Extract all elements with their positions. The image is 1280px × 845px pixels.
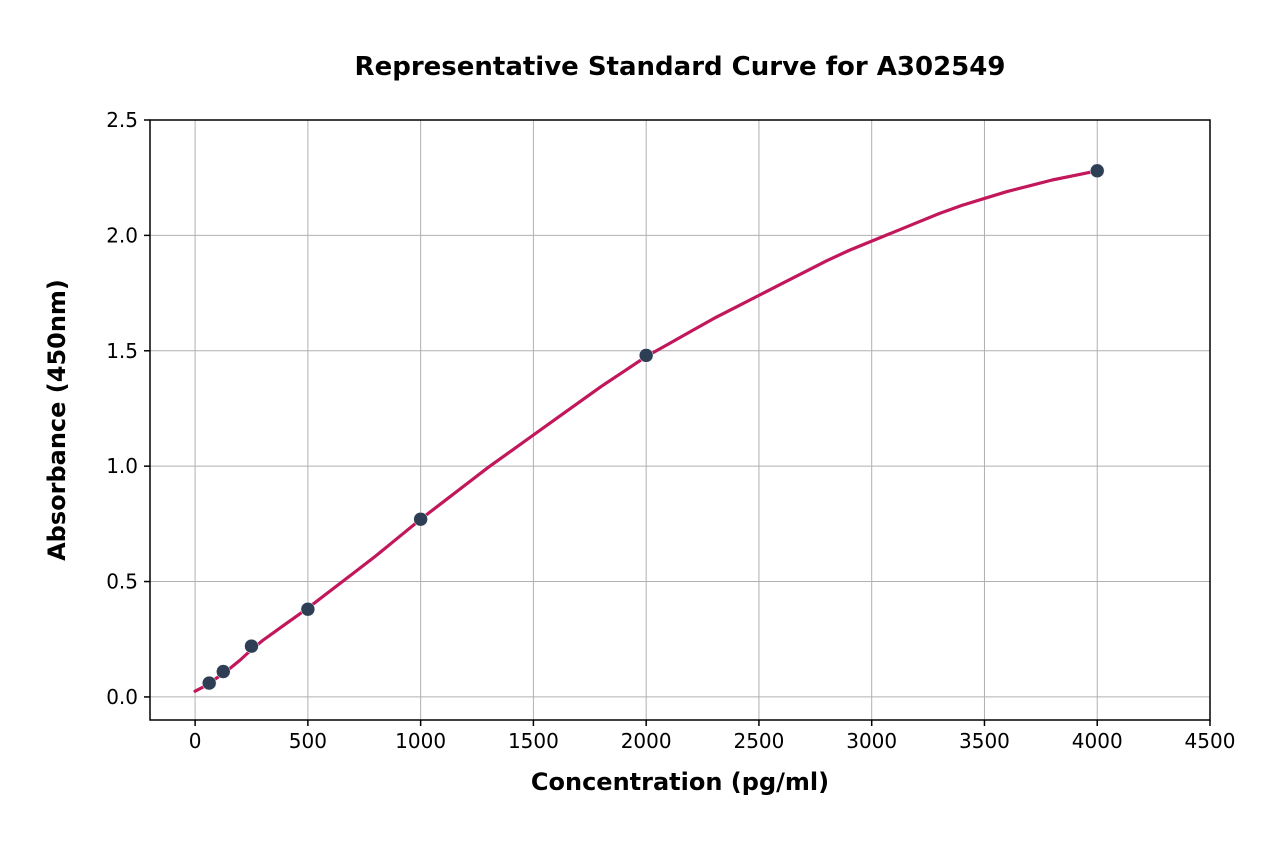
y-axis-label: Absorbance (450nm) — [43, 279, 71, 561]
x-tick-label: 4000 — [1072, 729, 1123, 753]
x-axis-label: Concentration (pg/ml) — [531, 768, 829, 796]
chart-title: Representative Standard Curve for A30254… — [355, 52, 1006, 82]
y-tick-label: 2.0 — [106, 223, 138, 247]
data-point — [244, 639, 258, 653]
data-point — [414, 512, 428, 526]
x-tick-label: 2500 — [733, 729, 784, 753]
x-tick-label: 3500 — [959, 729, 1010, 753]
data-point — [301, 602, 315, 616]
x-tick-label: 3000 — [846, 729, 897, 753]
data-point — [202, 676, 216, 690]
data-point — [216, 665, 230, 679]
y-tick-label: 2.5 — [106, 108, 138, 132]
data-point — [639, 348, 653, 362]
chart-svg: 0 500 1000 1500 2000 2500 3000 3500 4000 4500 0.0 0… — [0, 0, 1280, 845]
x-tick-label: 500 — [289, 729, 327, 753]
x-tick-label: 1500 — [508, 729, 559, 753]
data-point — [1090, 164, 1104, 178]
y-tick-label: 1.0 — [106, 454, 138, 478]
x-tick-label: 0 — [189, 729, 202, 753]
chart-container: 0 500 1000 1500 2000 2500 3000 3500 4000 4500 0.0 0… — [0, 0, 1280, 845]
x-tick-label: 2000 — [621, 729, 672, 753]
y-tick-label: 1.5 — [106, 339, 138, 363]
x-tick-label: 4500 — [1185, 729, 1236, 753]
y-tick-label: 0.5 — [106, 570, 138, 594]
y-tick-label: 0.0 — [106, 685, 138, 709]
plot-area — [150, 120, 1210, 720]
x-tick-label: 1000 — [395, 729, 446, 753]
